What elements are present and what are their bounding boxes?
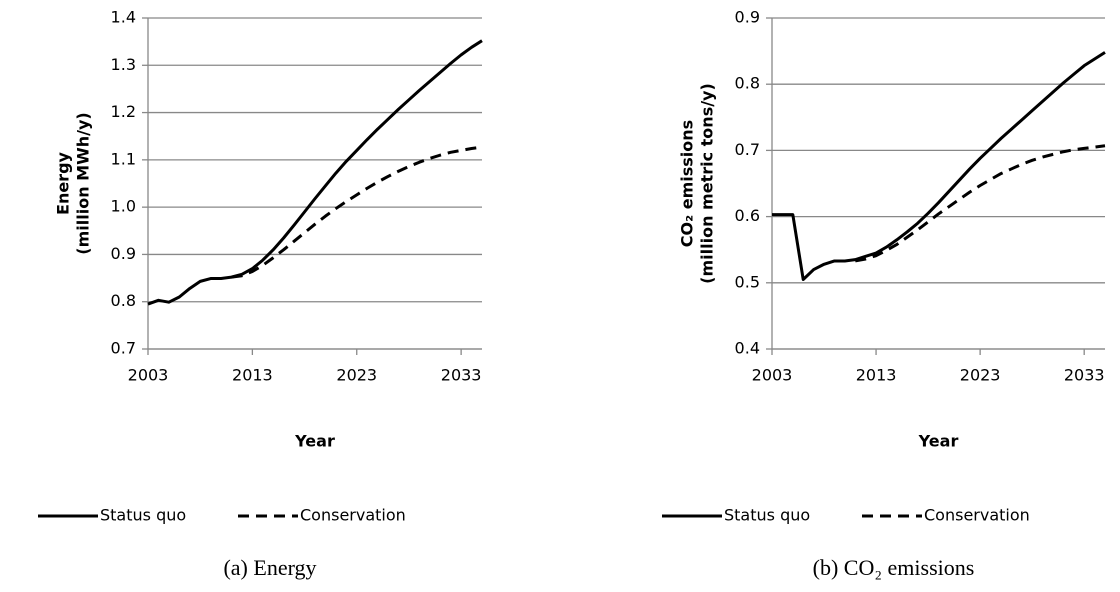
y-tick-label: 0.8	[111, 291, 136, 310]
y-axis-title: Energy	[54, 151, 73, 215]
x-tick-label: 2033	[441, 366, 482, 385]
x-tick-label: 2023	[960, 366, 1001, 385]
y-axis-title: (million metric tons/y)	[698, 83, 717, 284]
caption: (b) CO₂ emissions	[813, 555, 975, 580]
series-line	[772, 51, 1106, 281]
y-tick-label: 1.1	[111, 149, 136, 168]
x-axis-title: Year	[294, 432, 335, 451]
legend-label: Conservation	[300, 506, 406, 525]
y-tick-label: 1.2	[111, 102, 136, 121]
legend-label: Status quo	[724, 506, 810, 525]
x-axis-title: Year	[918, 432, 959, 451]
series-line	[231, 145, 483, 279]
x-tick-label: 2013	[856, 366, 897, 385]
y-tick-label: 1.4	[111, 8, 136, 27]
y-axis-title: CO₂ emissions	[678, 120, 697, 247]
y-tick-label: 0.7	[735, 140, 760, 159]
y-axis-title: (million MWh/y)	[74, 112, 93, 254]
legend-label: Conservation	[924, 506, 1030, 525]
x-tick-label: 2033	[1064, 366, 1105, 385]
y-tick-label: 0.6	[735, 206, 760, 225]
y-tick-label: 0.5	[735, 272, 760, 291]
y-tick-label: 0.9	[111, 244, 136, 263]
x-tick-label: 2023	[336, 366, 377, 385]
x-tick-label: 2003	[128, 366, 169, 385]
caption: (a) Energy	[223, 555, 316, 580]
y-tick-label: 0.7	[111, 339, 136, 358]
y-tick-label: 0.8	[735, 74, 760, 93]
y-tick-label: 1.0	[111, 197, 136, 216]
series-line	[147, 39, 483, 306]
y-tick-label: 0.9	[735, 8, 760, 27]
y-tick-label: 0.4	[735, 339, 760, 358]
y-tick-label: 1.3	[111, 55, 136, 74]
x-tick-label: 2013	[232, 366, 273, 385]
x-tick-label: 2003	[752, 366, 793, 385]
series-line	[854, 144, 1106, 263]
legend-label: Status quo	[100, 506, 186, 525]
